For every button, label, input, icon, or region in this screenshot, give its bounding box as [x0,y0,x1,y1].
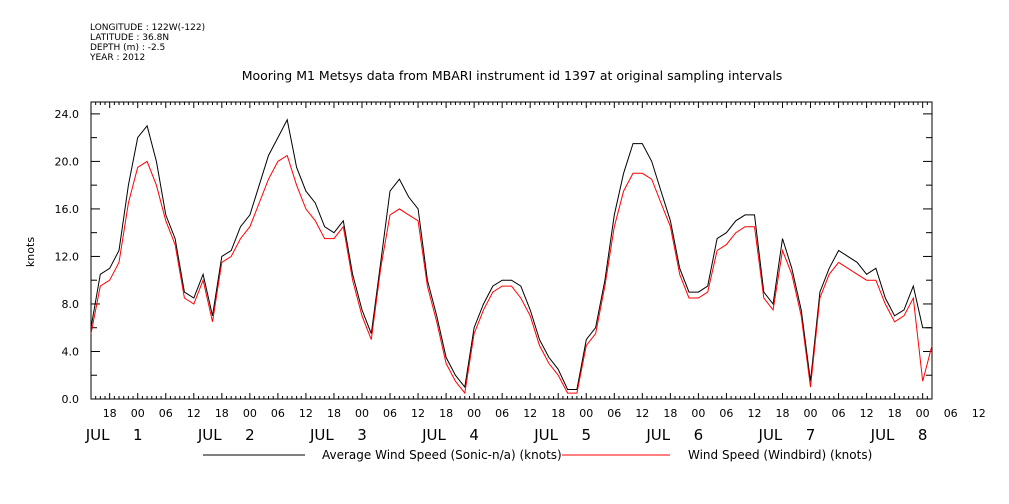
axes [90,101,933,400]
day-label-month: JUL [870,426,895,444]
x-tick-label: 18 [775,407,789,420]
x-tick-label: 06 [383,407,397,420]
x-tick-label: 06 [832,407,846,420]
y-tick-label: 4.0 [62,345,80,358]
chart-title: Mooring M1 Metsys data from MBARI instru… [242,68,783,83]
legend-label-average: Average Wind Speed (Sonic-n/a) (knots) [322,448,562,462]
x-tick-label: 12 [747,407,761,420]
x-tick-label: 00 [243,407,257,420]
x-tick-label: 06 [944,407,958,420]
longitude-text: LONGITUDE : 122W(-122) [90,23,205,33]
latitude-text: LATITUDE : 36.8N [90,33,169,43]
day-label-day: 1 [133,426,143,444]
x-tick-label: 18 [327,407,341,420]
series-line-windbird [90,154,933,395]
x-tick-label: 06 [607,407,621,420]
day-label-day: 2 [245,426,255,444]
day-label-day: 3 [357,426,367,444]
depth-text: DEPTH (m) : -2.5 [90,43,165,53]
x-tick-label: 12 [299,407,313,420]
y-axis-label: knots [24,237,37,267]
day-label-month: JUL [421,426,446,444]
day-label-month: JUL [309,426,334,444]
tick-labels: 0.04.08.012.016.020.024.018 00 06 12 18 00 06 1… [55,108,986,444]
x-tick-label: 12 [635,407,649,420]
x-tick-label: 18 [439,407,453,420]
x-tick-label: 06 [271,407,285,420]
day-label-month: JUL [645,426,670,444]
y-tick-label: 24.0 [55,108,80,121]
x-tick-label: 18 [663,407,677,420]
y-tick-label: 8.0 [62,298,80,311]
day-label-day: 6 [694,426,704,444]
x-tick-label: 12 [860,407,874,420]
x-tick-label: 18 [103,407,117,420]
x-tick-label: 18 [215,407,229,420]
x-tick-label: 00 [691,407,705,420]
y-tick-label: 20.0 [55,155,80,168]
x-tick-label: 12 [523,407,537,420]
legend-label-windbird: Wind Speed (Windbird) (knots) [688,448,872,462]
series-line-average-wind [90,118,932,390]
x-tick-label: 00 [916,407,930,420]
day-label-day: 7 [806,426,816,444]
x-tick-label: 18 [888,407,902,420]
x-tick-label: 06 [495,407,509,420]
x-tick-label: 12 [187,407,201,420]
y-tick-label: 16.0 [55,203,80,216]
x-tick-label: 12 [972,407,986,420]
x-tick-label: 18 [551,407,565,420]
x-tick-label: 00 [804,407,818,420]
year-text: YEAR : 2012 [89,53,145,63]
x-tick-label: 00 [467,407,481,420]
x-tick-label: 00 [355,407,369,420]
series-lines [90,118,933,395]
day-label-month: JUL [533,426,558,444]
day-label-month: JUL [758,426,783,444]
x-tick-label: 12 [411,407,425,420]
x-tick-label: 00 [579,407,593,420]
day-label-day: 4 [469,426,479,444]
y-tick-label: 0.0 [62,393,80,406]
y-tick-label: 12.0 [55,250,80,263]
day-label-day: 8 [918,426,928,444]
day-label-month: JUL [197,426,222,444]
day-label-day: 5 [581,426,591,444]
x-tick-label: 06 [159,407,173,420]
day-label-month: JUL [85,426,110,444]
x-tick-label: 00 [131,407,145,420]
x-tick-label: 06 [719,407,733,420]
